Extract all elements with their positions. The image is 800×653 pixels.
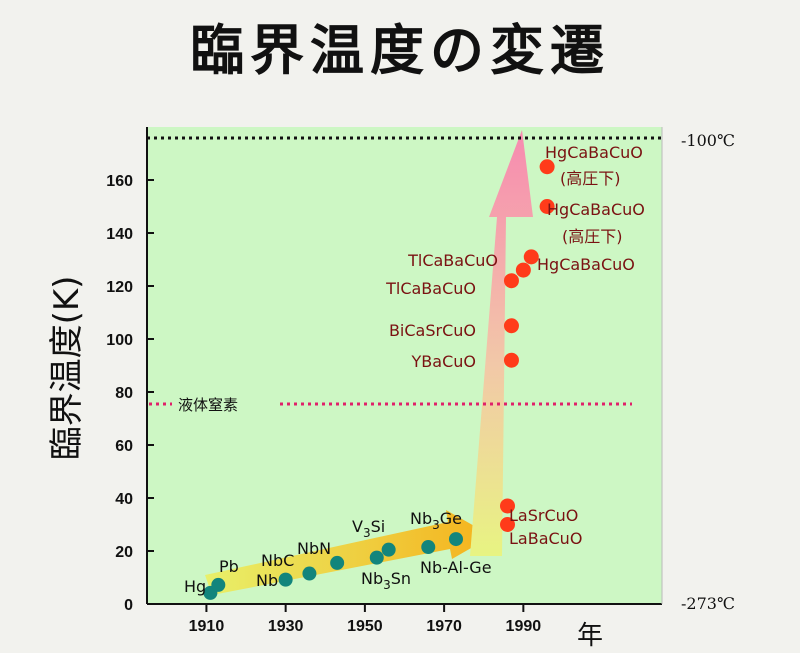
- y-tick-label: 60: [115, 438, 133, 455]
- label-nb3ge: Nb3Ge: [410, 509, 462, 532]
- data-point-metal: [449, 532, 463, 547]
- label-bicasrcuo: BiCaSrCuO: [389, 321, 476, 340]
- label-tlcabacuo-1: TlCaBaCuO: [385, 279, 476, 298]
- label-nb: Nb: [256, 571, 278, 590]
- x-tick-label: 1910: [189, 618, 225, 635]
- label-nbc: NbC: [261, 551, 294, 570]
- label-high-pressure-2: (高圧下): [562, 227, 623, 246]
- trend-arrow-oxide: [470, 130, 533, 556]
- data-point-metal: [278, 572, 293, 587]
- y-tick-label: 160: [106, 173, 133, 190]
- label-labacuo: LaBaCuO: [509, 529, 582, 548]
- label-ybacuo: YBaCuO: [411, 352, 476, 371]
- y-tick-label: 40: [115, 491, 133, 508]
- data-point-oxide: [503, 318, 519, 334]
- x-axis-unit: 年: [577, 621, 603, 651]
- label-hgcabacuo-1: HgCaBaCuO: [537, 255, 635, 274]
- label-nbn: NbN: [297, 539, 331, 558]
- ref-label-liquid-nitrogen: 液体窒素: [178, 396, 238, 414]
- trend-arrow-metal: [205, 510, 492, 595]
- data-point-oxide: [500, 498, 515, 514]
- data-point-oxide: [539, 159, 555, 175]
- x-tick-label: 1930: [268, 618, 304, 635]
- y-tick-label: 0: [124, 597, 133, 614]
- label-nb3ge-sub: 3: [432, 518, 440, 532]
- label-tlcabacuo-2: TlCaBaCuO: [407, 251, 498, 270]
- y-tick-label: 20: [115, 544, 133, 561]
- ref-label-minus273: -273℃: [681, 594, 735, 613]
- label-hg: Hg: [184, 577, 206, 596]
- label-lasrcuo: LaSrCuO: [509, 506, 578, 525]
- data-point-metal: [381, 542, 396, 557]
- data-point-metal: [421, 540, 436, 555]
- label-nb-al-ge: Nb-Al-Ge: [420, 558, 492, 577]
- label-nb3sn-nb: Nb: [361, 569, 383, 588]
- data-point-metal: [302, 566, 317, 581]
- label-high-pressure-3: (高圧下): [560, 169, 621, 188]
- label-hgcabacuo-2: HgCaBaCuO: [547, 200, 645, 219]
- y-axis-title: 臨界温度(K): [47, 276, 87, 461]
- data-point-oxide: [503, 352, 519, 368]
- label-pb: Pb: [219, 557, 239, 576]
- label-v3si-si: Si: [371, 517, 386, 536]
- data-point-oxide: [539, 199, 555, 214]
- label-v3si: V3Si: [352, 517, 385, 540]
- x-tick-label: 1970: [426, 618, 462, 635]
- data-point-oxide: [515, 262, 531, 278]
- data-point-oxide: [503, 273, 519, 289]
- label-v3si-sub: 3: [363, 526, 371, 540]
- label-nb3sn-sn: Sn: [391, 569, 411, 588]
- data-point-oxide: [500, 517, 515, 532]
- data-point-metal: [330, 555, 345, 570]
- y-tick-label: 80: [115, 385, 133, 402]
- page-title: 臨界温度の変遷: [190, 19, 610, 82]
- data-point-oxide: [523, 249, 539, 265]
- data-point-metal: [211, 577, 226, 592]
- label-nb3ge-ge: Ge: [440, 509, 462, 528]
- x-tick-label: 1950: [347, 618, 383, 635]
- y-tick-label: 140: [106, 226, 133, 243]
- label-nb3sn-sub: 3: [383, 578, 391, 592]
- ref-label-minus100: -100℃: [681, 131, 735, 150]
- x-tick-label: 1990: [506, 618, 542, 635]
- y-tick-label: 120: [106, 279, 133, 296]
- label-v3si-v: V: [352, 517, 363, 536]
- label-nb3sn: Nb3Sn: [361, 569, 411, 592]
- label-nb3ge-nb: Nb: [410, 509, 432, 528]
- data-point-metal: [369, 550, 384, 565]
- y-tick-label: 100: [106, 332, 133, 349]
- label-hgcabacuo-3: HgCaBaCuO: [545, 143, 643, 162]
- plot-background: [147, 127, 662, 604]
